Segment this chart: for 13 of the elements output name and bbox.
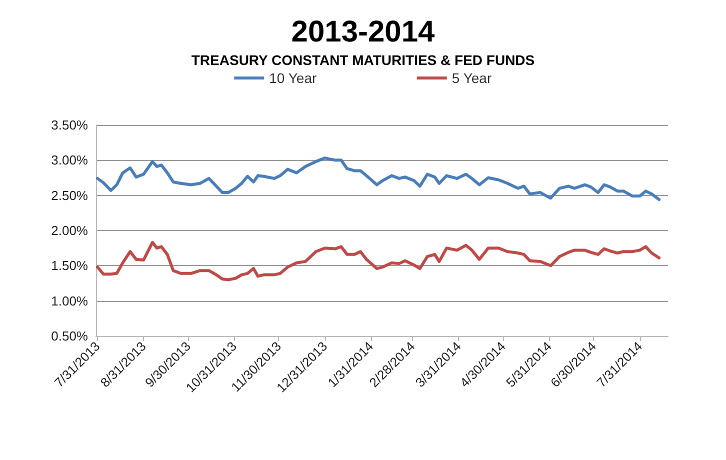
y-tick-label: 2.50%	[51, 188, 88, 203]
line-series	[96, 240, 661, 282]
line-series	[96, 156, 661, 202]
legend-label: 5 Year	[452, 70, 492, 86]
y-tick-label: 3.50%	[51, 118, 88, 132]
y-tick-label: 3.00%	[51, 152, 88, 168]
y-tick-label: 0.50%	[51, 328, 88, 344]
y-tick-label: 2.00%	[51, 223, 88, 238]
y-tick-label: 1.50%	[51, 258, 88, 274]
y-tick-label: 1.00%	[51, 293, 88, 308]
legend-label: 10 Year	[269, 70, 317, 86]
chart-subtitle: TREASURY CONSTANT MATURITIES & FED FUNDS	[191, 52, 535, 68]
chart-title: 2013-2014	[291, 16, 436, 48]
